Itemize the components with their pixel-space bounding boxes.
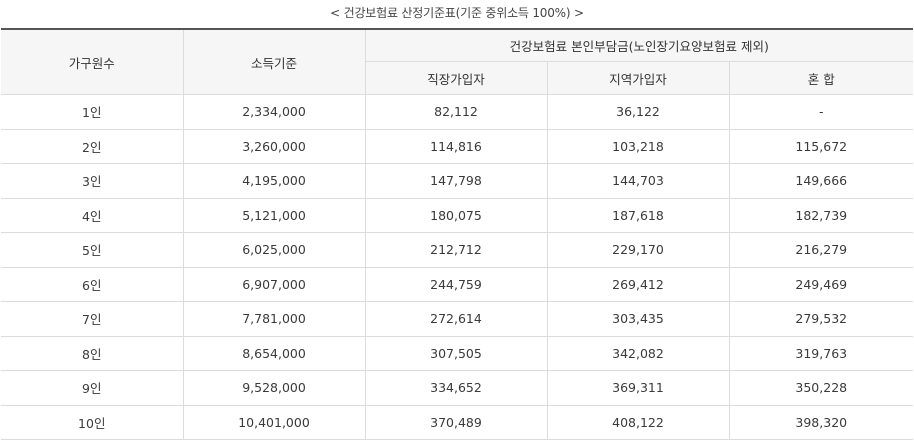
cell-employee: 272,614 xyxy=(364,301,548,337)
header-row-sub: 직장가입자 지역가입자 혼 합 xyxy=(1,61,914,95)
cell-regional: 303,435 xyxy=(546,301,730,337)
cell-income: 4,195,000 xyxy=(182,163,366,199)
table-row: 1인 2,334,000 82,112 36,122 - xyxy=(1,94,914,130)
cell-household: 7인 xyxy=(1,301,184,337)
header-mixed: 혼 합 xyxy=(728,61,914,95)
cell-income: 6,907,000 xyxy=(182,266,366,302)
table-header: 가구원수 소득기준 건강보험료 본인부담금(노인장기요양보험료 제외) 직장가입… xyxy=(1,28,914,95)
cell-mixed: 149,666 xyxy=(728,163,914,199)
cell-income: 9,528,000 xyxy=(182,370,366,406)
cell-income: 2,334,000 xyxy=(182,94,366,130)
cell-mixed: 249,469 xyxy=(728,266,914,302)
cell-employee: 114,816 xyxy=(364,128,548,164)
cell-income: 10,401,000 xyxy=(182,404,366,440)
table-row: 9인 9,528,000 334,652 369,311 350,228 xyxy=(1,370,914,406)
table-row: 8인 8,654,000 307,505 342,082 319,763 xyxy=(1,335,914,371)
cell-mixed: - xyxy=(728,94,914,130)
table-caption: < 건강보험료 산정기준표(기준 중위소득 100%) > xyxy=(330,6,584,20)
cell-employee: 180,075 xyxy=(364,197,548,233)
cell-mixed: 115,672 xyxy=(728,128,914,164)
cell-income: 8,654,000 xyxy=(182,335,366,371)
cell-income: 7,781,000 xyxy=(182,301,366,337)
table-body: 1인 2,334,000 82,112 36,122 - 2인 3,260,00… xyxy=(1,94,914,440)
cell-mixed: 319,763 xyxy=(728,335,914,371)
cell-mixed: 216,279 xyxy=(728,232,914,268)
cell-regional: 36,122 xyxy=(546,94,730,130)
cell-employee: 147,798 xyxy=(364,163,548,199)
premium-table: 가구원수 소득기준 건강보험료 본인부담금(노인장기요양보험료 제외) 직장가입… xyxy=(1,28,914,440)
cell-household: 4인 xyxy=(1,197,184,233)
cell-employee: 307,505 xyxy=(364,335,548,371)
cell-income: 3,260,000 xyxy=(182,128,366,164)
header-row-top: 가구원수 소득기준 건강보험료 본인부담금(노인장기요양보험료 제외) xyxy=(1,28,914,95)
cell-employee: 370,489 xyxy=(364,404,548,440)
cell-mixed: 350,228 xyxy=(728,370,914,406)
cell-household: 10인 xyxy=(1,404,184,440)
header-premium-group: 건강보험료 본인부담금(노인장기요양보험료 제외) xyxy=(364,28,914,62)
table-row: 10인 10,401,000 370,489 408,122 398,320 xyxy=(1,404,914,440)
table-row: 6인 6,907,000 244,759 269,412 249,469 xyxy=(1,266,914,302)
cell-household: 1인 xyxy=(1,94,184,130)
cell-employee: 244,759 xyxy=(364,266,548,302)
cell-mixed: 279,532 xyxy=(728,301,914,337)
cell-mixed: 398,320 xyxy=(728,404,914,440)
header-regional: 지역가입자 xyxy=(546,61,730,95)
cell-employee: 82,112 xyxy=(364,94,548,130)
cell-employee: 334,652 xyxy=(364,370,548,406)
cell-income: 5,121,000 xyxy=(182,197,366,233)
cell-regional: 187,618 xyxy=(546,197,730,233)
table-row: 5인 6,025,000 212,712 229,170 216,279 xyxy=(1,232,914,268)
cell-employee: 212,712 xyxy=(364,232,548,268)
header-income: 소득기준 xyxy=(182,28,366,95)
table-row: 3인 4,195,000 147,798 144,703 149,666 xyxy=(1,163,914,199)
cell-income: 6,025,000 xyxy=(182,232,366,268)
cell-regional: 369,311 xyxy=(546,370,730,406)
cell-regional: 103,218 xyxy=(546,128,730,164)
cell-household: 8인 xyxy=(1,335,184,371)
cell-household: 5인 xyxy=(1,232,184,268)
cell-household: 6인 xyxy=(1,266,184,302)
cell-regional: 229,170 xyxy=(546,232,730,268)
cell-mixed: 182,739 xyxy=(728,197,914,233)
header-employee: 직장가입자 xyxy=(365,61,548,95)
cell-household: 9인 xyxy=(1,370,184,406)
header-household: 가구원수 xyxy=(1,28,184,95)
cell-household: 3인 xyxy=(1,163,184,199)
cell-regional: 408,122 xyxy=(546,404,730,440)
table-row: 4인 5,121,000 180,075 187,618 182,739 xyxy=(1,197,914,233)
cell-household: 2인 xyxy=(1,128,184,164)
table-row: 2인 3,260,000 114,816 103,218 115,672 xyxy=(1,128,914,164)
cell-regional: 269,412 xyxy=(546,266,730,302)
table-row: 7인 7,781,000 272,614 303,435 279,532 xyxy=(1,301,914,337)
cell-regional: 144,703 xyxy=(546,163,730,199)
cell-regional: 342,082 xyxy=(546,335,730,371)
